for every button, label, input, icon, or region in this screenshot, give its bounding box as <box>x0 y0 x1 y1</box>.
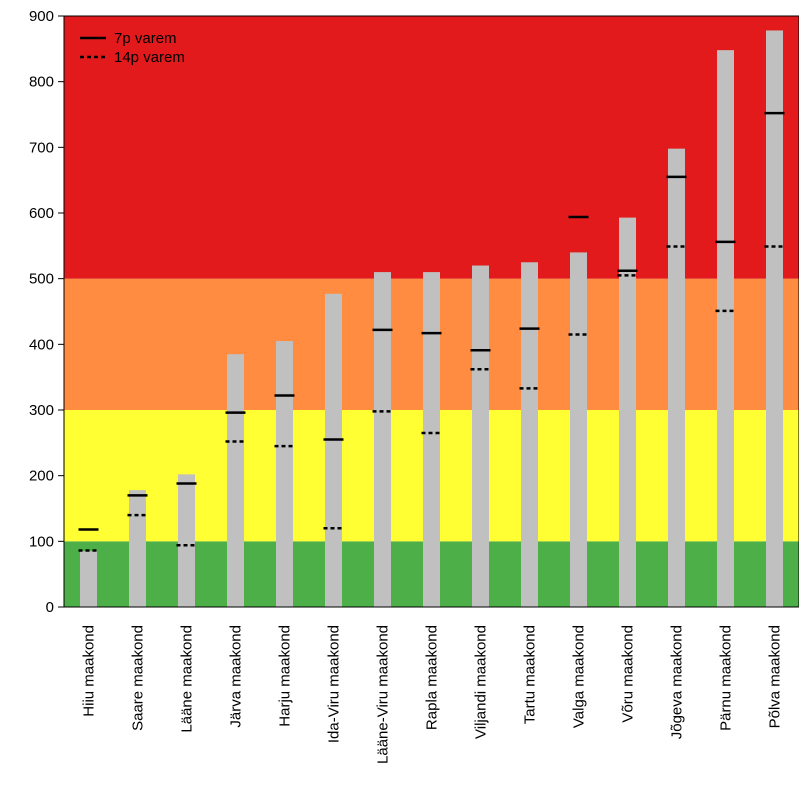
x-tick-label-4: Harju maakond <box>277 625 294 727</box>
y-tick-label-0: 0 <box>46 599 54 616</box>
y-axis: 0 100 200 300 400 500 600 700 800 900 <box>29 8 64 616</box>
bar-4 <box>276 341 293 607</box>
y-tick-label-3: 300 <box>29 402 54 419</box>
x-tick-label-2: Lääne maakond <box>179 625 196 733</box>
bar-0 <box>80 551 97 607</box>
y-tick-label-8: 800 <box>29 74 54 91</box>
y-tick-label-7: 700 <box>29 139 54 156</box>
y-tick-label-2: 200 <box>29 468 54 485</box>
legend: 7p varem 14p varem <box>80 30 185 66</box>
y-tick-label-4: 400 <box>29 336 54 353</box>
legend-label-0: 7p varem <box>114 30 177 47</box>
x-tick-label-7: Rapla maakond <box>424 625 441 730</box>
markers <box>78 111 785 552</box>
x-tick-label-0: Hiiu maakond <box>81 625 98 717</box>
y-tick-label-6: 600 <box>29 205 54 222</box>
y-tick-label-9: 900 <box>29 8 54 25</box>
x-tick-label-12: Jõgeva maakond <box>669 625 686 739</box>
x-tick-label-8: Viljandi maakond <box>473 625 490 739</box>
bar-8 <box>472 265 489 607</box>
bar-5 <box>325 293 342 607</box>
x-tick-label-13: Pärnu maakond <box>718 625 735 731</box>
plot-frame <box>63 15 799 608</box>
x-tick-label-3: Järva maakond <box>228 625 245 728</box>
bar-14 <box>766 30 783 608</box>
x-tick-label-9: Tartu maakond <box>522 625 539 724</box>
y-tick-label-1: 100 <box>29 533 54 550</box>
y-tick-label-5: 500 <box>29 271 54 288</box>
legend-label-1: 14p varem <box>114 49 185 66</box>
bar-2 <box>178 474 195 607</box>
x-axis-labels: Hiiu maakond Saare maakond Lääne maakond Jä… <box>81 625 784 764</box>
x-tick-label-5: Ida-Viru maakond <box>326 625 343 743</box>
bar-6 <box>374 272 391 607</box>
bar-10 <box>570 252 587 607</box>
bar-12 <box>668 148 685 607</box>
x-tick-label-11: Võru maakond <box>620 625 637 723</box>
x-tick-label-10: Valga maakond <box>571 625 588 728</box>
bar-7 <box>423 272 440 607</box>
bar-11 <box>619 217 636 607</box>
bar-9 <box>521 262 538 607</box>
bar-1 <box>129 490 146 607</box>
x-tick-label-1: Saare maakond <box>130 625 147 731</box>
x-tick-label-14: Põlva maakond <box>767 625 784 728</box>
x-tick-label-6: Lääne-Viru maakond <box>375 625 392 764</box>
bar-3 <box>227 354 244 607</box>
bar-13 <box>717 50 734 607</box>
